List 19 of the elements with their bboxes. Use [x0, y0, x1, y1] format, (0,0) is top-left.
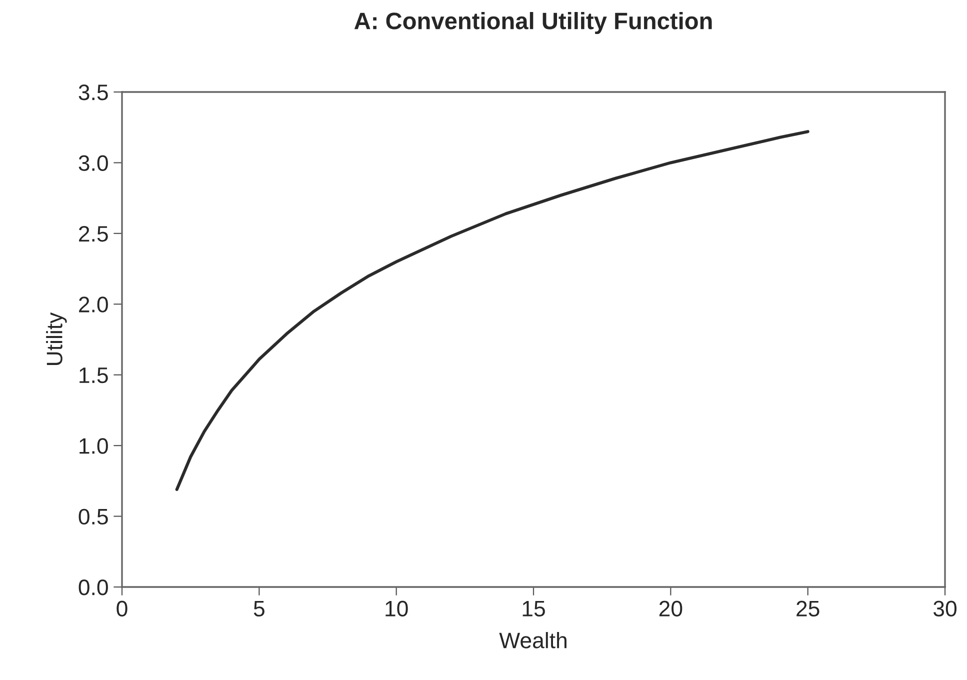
x-tick-label: 30 — [933, 600, 956, 617]
y-tick-label: 3.0 — [78, 155, 108, 171]
x-tick-label: 5 — [254, 601, 264, 617]
x-tick-label: 0 — [116, 600, 128, 617]
x-tick-label: 20 — [659, 600, 682, 617]
y-tick-label: 1.5 — [80, 368, 108, 384]
x-tick-label: 10 — [386, 600, 408, 617]
y-tick-label: 0.0 — [78, 580, 108, 596]
line-series — [175, 130, 810, 491]
x-tick-label: 15 — [522, 601, 545, 617]
y-tick-label: 0.5 — [78, 508, 108, 525]
y-tick-label: 2.0 — [79, 296, 108, 312]
y-axis-title: Utility — [46, 312, 67, 365]
y-tick-label: 2.5 — [79, 226, 108, 242]
x-tick-label: 25 — [796, 600, 820, 617]
chart-title: A: Conventional Utility Function — [354, 12, 712, 34]
x-axis-title: Wealth — [499, 632, 566, 648]
y-tick-label: 3.5 — [78, 84, 108, 100]
y-tick-label: 1.0 — [80, 438, 108, 454]
